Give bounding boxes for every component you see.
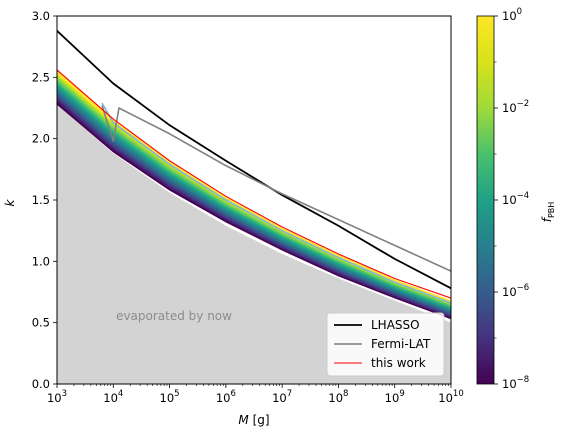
x-tick-label: 104 <box>103 389 123 405</box>
legend-label: Fermi-LAT <box>371 337 431 351</box>
x-tick-label: 107 <box>272 389 292 405</box>
colorbar-label-sub: PBH <box>547 202 556 218</box>
colorbar-tick-label: 10−2 <box>502 99 529 115</box>
series-line-1 <box>101 105 451 272</box>
y-tick-label: 3.0 <box>32 9 50 23</box>
y-axis: 0.0 0.5 1.0 1.5 2.0 2.5 3.0 <box>32 9 57 391</box>
legend-label: this work <box>371 356 426 370</box>
legend: LHASSO Fermi-LAT this work <box>326 312 445 377</box>
series-line-2 <box>57 69 451 299</box>
x-axis-title-var: M <box>238 413 249 427</box>
colorbar-tick-label: 100 <box>502 7 522 23</box>
y-tick-label: 0.5 <box>32 316 50 330</box>
series-line-0 <box>57 30 451 290</box>
colorbar-gradient <box>476 15 495 385</box>
colorbar: 100 10−2 10−4 10−6 10−8 <box>476 7 529 391</box>
colorbar-tick-label: 10−8 <box>502 375 529 391</box>
x-axis-title-unit: [g] <box>253 413 270 427</box>
y-tick-label: 2.5 <box>32 70 50 84</box>
x-tick-label: 108 <box>328 389 348 405</box>
y-tick-label: 1.0 <box>32 254 50 268</box>
fpbh-upper-contour <box>101 102 451 304</box>
y-axis-title: k <box>3 198 17 206</box>
colorbar-label-main: f <box>540 216 554 222</box>
y-tick-label: 0.0 <box>32 377 50 391</box>
x-tick-label: 109 <box>385 389 405 405</box>
legend-label: LHASSO <box>371 318 420 332</box>
legend-box <box>326 312 445 377</box>
x-tick-label: 1010 <box>438 389 463 405</box>
x-axis: 103 104 105 106 107 108 109 1010 <box>47 384 464 405</box>
x-tick-label: 103 <box>47 389 67 405</box>
colorbar-label: fPBH <box>540 202 556 223</box>
annotation-evaporated: evaporated by now <box>116 309 232 323</box>
x-tick-label: 105 <box>160 389 180 405</box>
colorbar-tick-label: 10−6 <box>502 283 529 299</box>
x-tick-label: 106 <box>216 389 236 405</box>
colorbar-tick-label: 10−4 <box>502 191 529 207</box>
y-tick-label: 1.5 <box>32 193 50 207</box>
y-tick-label: 2.0 <box>32 132 50 146</box>
x-axis-title: M [g] <box>238 413 269 427</box>
